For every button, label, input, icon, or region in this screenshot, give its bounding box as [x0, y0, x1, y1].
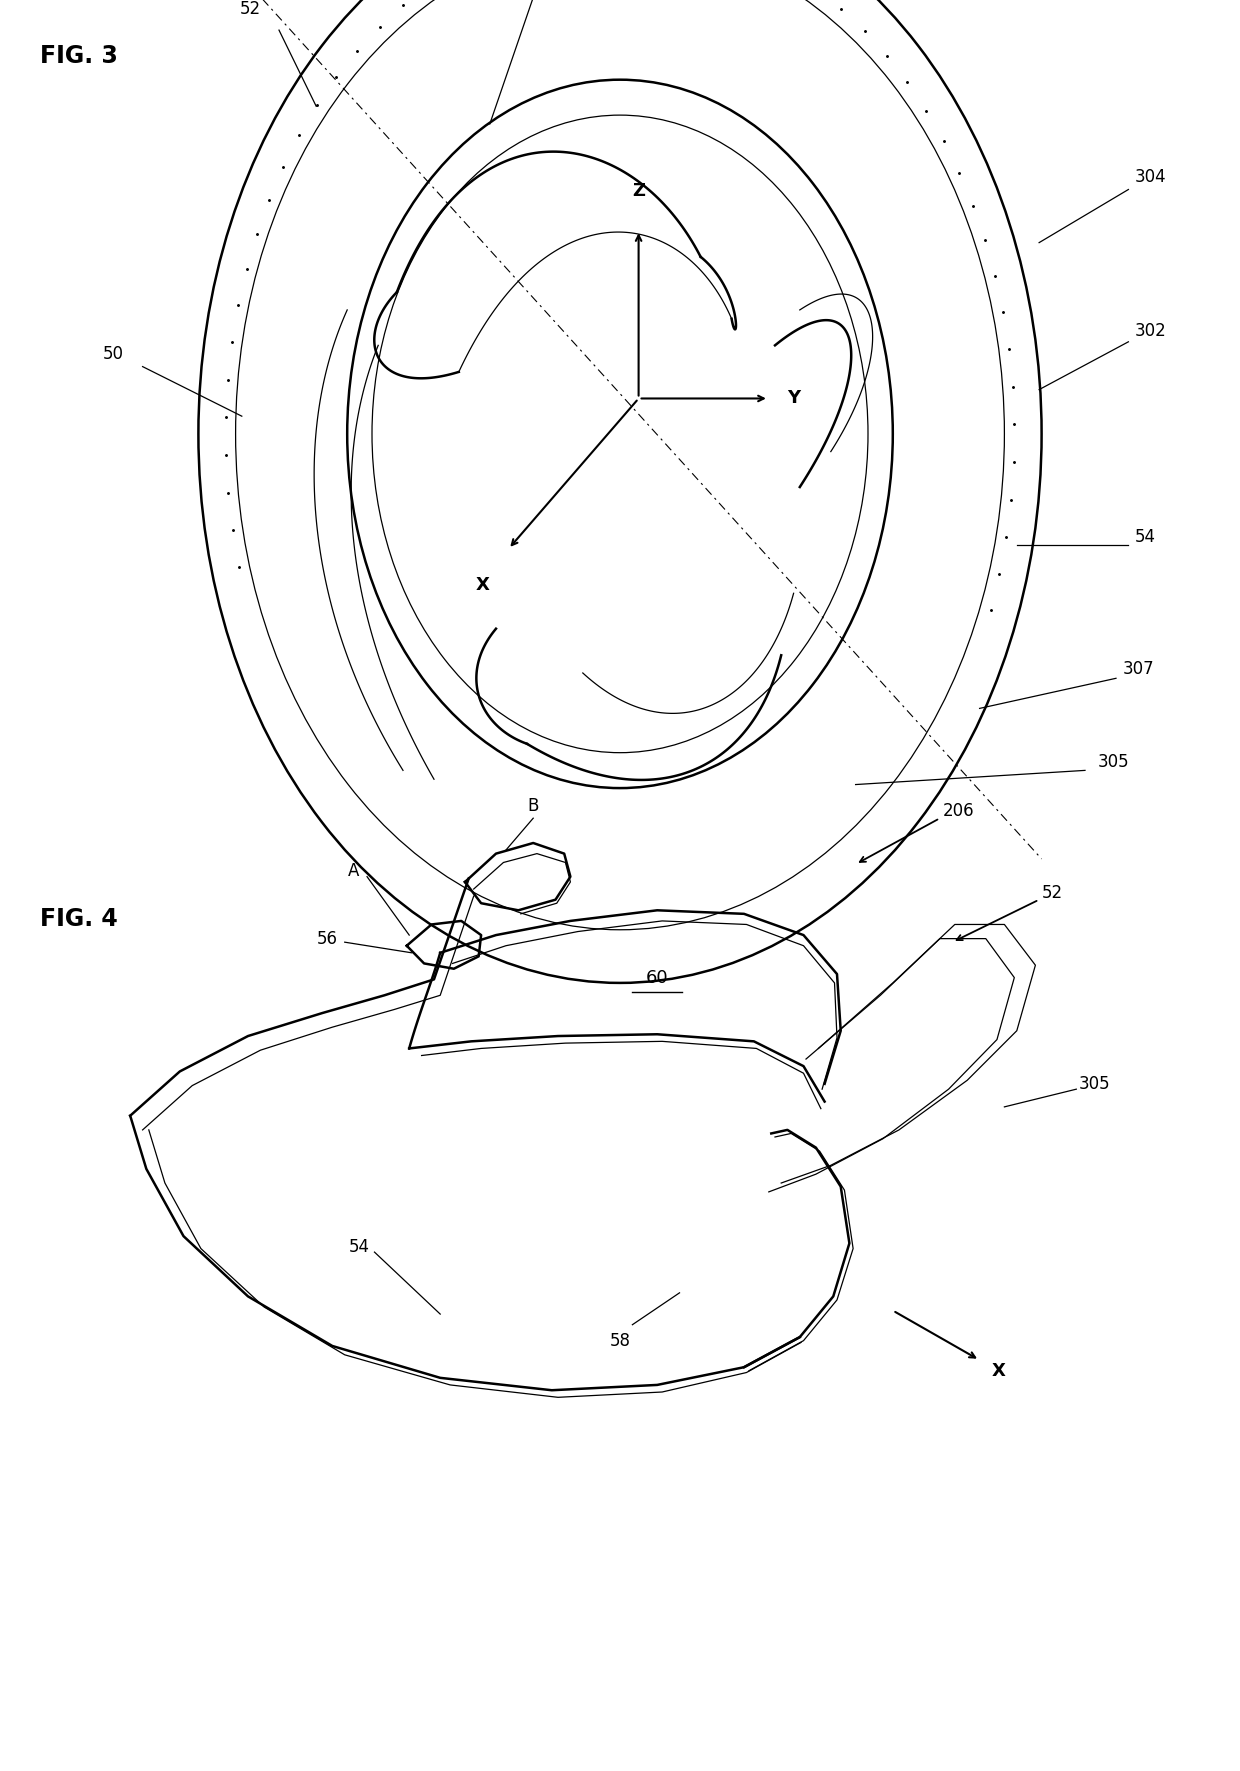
- Text: 305: 305: [1079, 1075, 1111, 1093]
- Text: 52: 52: [239, 0, 260, 18]
- Text: 60: 60: [646, 969, 668, 986]
- Text: 52: 52: [1042, 884, 1063, 901]
- Text: 305: 305: [1097, 753, 1130, 770]
- Text: 54: 54: [1135, 528, 1156, 545]
- Text: Z: Z: [632, 182, 645, 200]
- Text: A: A: [348, 862, 360, 880]
- Text: Y: Y: [787, 390, 801, 407]
- Text: 56: 56: [316, 930, 337, 947]
- Text: FIG. 3: FIG. 3: [40, 44, 118, 69]
- Text: 307: 307: [1122, 661, 1154, 678]
- Text: 58: 58: [610, 1332, 630, 1350]
- Text: X: X: [476, 576, 490, 593]
- Text: X: X: [992, 1362, 1006, 1380]
- Text: 304: 304: [1135, 168, 1167, 186]
- Text: 54: 54: [348, 1238, 370, 1256]
- Text: B: B: [527, 797, 539, 815]
- Text: 50: 50: [103, 345, 124, 363]
- Text: 206: 206: [942, 802, 975, 820]
- Text: 302: 302: [1135, 322, 1167, 340]
- Text: FIG. 4: FIG. 4: [40, 907, 118, 932]
